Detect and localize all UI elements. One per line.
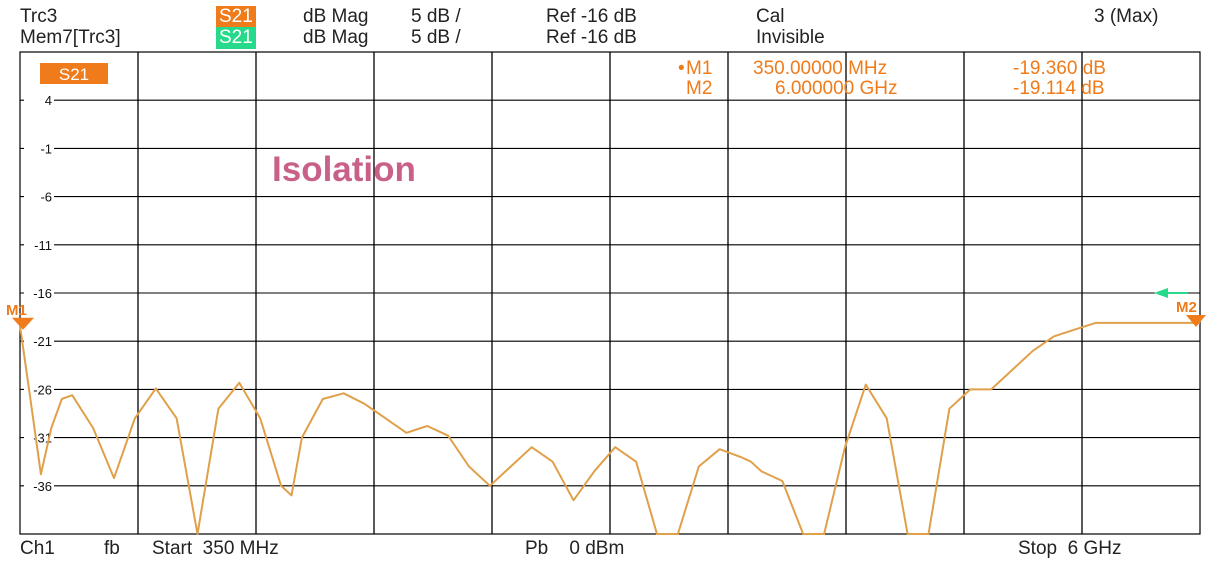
- grid-lines: [20, 52, 1200, 534]
- marker1-tag: M1: [6, 302, 27, 319]
- ref-label: Ref -16 dB: [546, 6, 637, 27]
- marker2-tag: M2: [1176, 299, 1197, 316]
- trace-count: 3 (Max): [1094, 6, 1159, 27]
- y-tick-background: [24, 429, 54, 446]
- data-series: [19, 321, 1200, 535]
- y-tick-label: 4: [45, 93, 52, 108]
- trace-badge-label: S21: [59, 65, 89, 84]
- y-tick-background: [24, 285, 54, 301]
- y-tick-label: -11: [34, 238, 52, 253]
- y-tick-background: [24, 333, 54, 350]
- y-tick-label: -6: [40, 190, 52, 205]
- marker1-bullet: •: [678, 58, 685, 79]
- marker2-frequency: 6.000000 GHz: [775, 78, 898, 99]
- format-label: dB Mag: [303, 6, 369, 27]
- y-tick-background: [24, 477, 54, 494]
- stop-frequency: Stop 6 GHz: [1018, 538, 1122, 559]
- marker2-label: M2: [686, 78, 713, 99]
- y-tick-labels: 4-1-6-11-16-21-26-31-36: [24, 92, 54, 494]
- reference-level-arrow: [1154, 288, 1168, 298]
- y-tick-label: -21: [33, 334, 52, 349]
- y-tick-label: -1: [40, 141, 52, 156]
- isolation-annotation: Isolation: [272, 150, 416, 189]
- marker2-value: -19.114 dB: [1013, 78, 1105, 99]
- y-tick-background: [24, 92, 54, 109]
- y-tick-background: [24, 188, 54, 205]
- marker1-frequency: 350.00000 MHz: [753, 58, 888, 79]
- series-line-s21: [19, 321, 1200, 535]
- memory-param-badge[interactable]: S21: [216, 27, 256, 49]
- marker2-triangle: [1186, 315, 1206, 328]
- scale-label: 5 dB /: [411, 6, 461, 27]
- param-badge-s21[interactable]: S21: [216, 6, 256, 28]
- memory-ref-label: Ref -16 dB: [546, 27, 637, 48]
- cal-status: Cal: [756, 6, 785, 27]
- y-tick-background: [24, 236, 54, 253]
- marker1-label: M1: [686, 58, 713, 79]
- marker1-value: -19.360 dB: [1013, 58, 1106, 79]
- memory-format-label: dB Mag: [303, 27, 369, 48]
- y-tick-background: [24, 140, 54, 157]
- memory-trace-name: Mem7[Trc3]: [20, 27, 121, 48]
- marker-glyphs: M1 M2: [6, 288, 1206, 330]
- y-tick-label: -26: [33, 382, 52, 397]
- channel-label: Ch1: [20, 538, 55, 559]
- memory-visibility-status: Invisible: [756, 27, 825, 48]
- trace-name: Trc3: [20, 6, 58, 27]
- start-frequency: Start 350 MHz: [152, 538, 279, 559]
- sweep-mode: fb: [104, 538, 120, 559]
- y-tick-background: [24, 381, 54, 398]
- source-power: Pb 0 dBm: [525, 538, 625, 559]
- memory-scale-label: 5 dB /: [411, 27, 461, 48]
- y-tick-label: -16: [33, 286, 52, 301]
- y-tick-label: -36: [33, 479, 52, 494]
- trace-badge: [40, 63, 108, 84]
- marker1-triangle: [12, 317, 34, 330]
